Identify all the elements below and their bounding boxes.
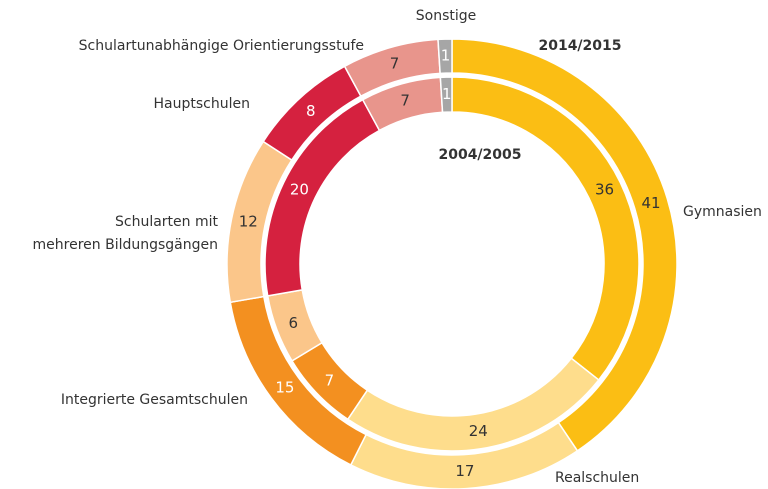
category-label: Realschulen xyxy=(555,470,639,486)
category-label: Schulartunabhängige Orientierungsstufe xyxy=(79,38,364,54)
value-label: 7 xyxy=(325,372,335,390)
donut-segment xyxy=(437,38,453,75)
category-label-line: Integrierte Gesamtschulen xyxy=(61,392,248,408)
value-label: 7 xyxy=(390,55,400,73)
value-label: 8 xyxy=(306,102,316,120)
category-label-line: Schulartunabhängige Orientierungsstufe xyxy=(79,38,364,54)
category-label-line: Gymnasien xyxy=(683,204,762,220)
category-label: Sonstige xyxy=(416,8,477,24)
value-label: 20 xyxy=(290,181,309,199)
value-label: 1 xyxy=(442,85,452,103)
category-label: Hauptschulen xyxy=(154,96,250,112)
category-label-line: Hauptschulen xyxy=(154,96,250,112)
value-label: 12 xyxy=(239,213,258,231)
value-label: 41 xyxy=(641,194,660,212)
value-label: 24 xyxy=(469,422,488,440)
series-label: 2004/2005 xyxy=(438,147,521,163)
category-label: Schularten mit mehreren Bildungsgängen xyxy=(33,214,219,253)
category-label-line: Sonstige xyxy=(416,8,477,24)
value-label: 15 xyxy=(275,378,294,396)
series-label: 2014/2015 xyxy=(538,38,621,54)
category-label: Gymnasien xyxy=(683,204,762,220)
value-label: 1 xyxy=(441,47,451,65)
category-label-line: mehreren Bildungsgängen xyxy=(33,237,218,253)
category-label-line: Schularten mit xyxy=(115,214,219,230)
donut-segment xyxy=(439,76,453,114)
value-label: 6 xyxy=(288,314,298,332)
value-label: 36 xyxy=(595,181,614,199)
category-label: Integrierte Gesamtschulen xyxy=(61,392,248,408)
value-label: 17 xyxy=(455,462,474,480)
category-label-line: Realschulen xyxy=(555,470,639,486)
value-label: 7 xyxy=(400,92,410,110)
